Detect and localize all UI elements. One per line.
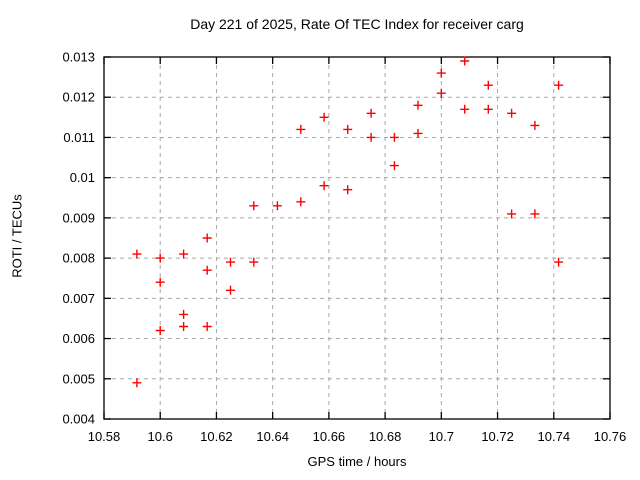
data-point-marker bbox=[155, 277, 165, 287]
data-point-marker bbox=[296, 124, 306, 134]
data-point-marker bbox=[436, 88, 446, 98]
data-point-marker bbox=[272, 201, 282, 211]
axis-ticks bbox=[103, 56, 611, 420]
data-point-marker bbox=[554, 257, 564, 267]
y-tick-label: 0.006 bbox=[62, 331, 95, 346]
data-point-marker bbox=[507, 209, 517, 219]
data-point-marker bbox=[389, 132, 399, 142]
x-tick-label: 10.7 bbox=[429, 429, 454, 444]
data-point-marker bbox=[366, 108, 376, 118]
y-tick-label: 0.004 bbox=[62, 412, 95, 427]
x-tick-label: 10.6 bbox=[148, 429, 173, 444]
data-point-marker bbox=[343, 124, 353, 134]
data-point-marker bbox=[296, 197, 306, 207]
x-tick-label: 10.76 bbox=[594, 429, 627, 444]
x-tick-label: 10.64 bbox=[256, 429, 289, 444]
x-tick-label: 10.74 bbox=[538, 429, 571, 444]
data-point-marker bbox=[319, 112, 329, 122]
x-tick-label: 10.68 bbox=[369, 429, 402, 444]
y-tick-label: 0.013 bbox=[62, 50, 95, 65]
data-point-marker bbox=[460, 56, 470, 66]
data-point-marker bbox=[483, 104, 493, 114]
data-point-marker bbox=[413, 128, 423, 138]
data-point-marker bbox=[554, 80, 564, 90]
data-point-marker bbox=[179, 309, 189, 319]
data-point-marker bbox=[202, 322, 212, 331]
plot-border bbox=[103, 56, 611, 420]
data-point-marker bbox=[155, 326, 165, 335]
data-point-marker bbox=[460, 104, 470, 114]
data-point-marker bbox=[483, 80, 493, 90]
data-point-marker bbox=[343, 185, 353, 195]
x-tick-label: 10.58 bbox=[88, 429, 121, 444]
x-tick-labels: 10.58 10.6 10.62 10.64 10.66 10.68 10.7 10.72 10… bbox=[88, 429, 627, 444]
data-point-marker bbox=[389, 161, 399, 171]
x-tick-label: 10.62 bbox=[200, 429, 233, 444]
data-point-marker bbox=[530, 209, 540, 219]
chart-title: Day 221 of 2025, Rate Of TEC Index for r… bbox=[190, 16, 524, 32]
data-point-marker bbox=[226, 285, 235, 295]
x-tick-label: 10.66 bbox=[313, 429, 346, 444]
data-points bbox=[132, 56, 564, 388]
data-point-marker bbox=[249, 257, 259, 267]
data-point-marker bbox=[179, 249, 189, 259]
data-point-marker bbox=[226, 257, 235, 267]
data-point-marker bbox=[413, 100, 423, 110]
data-point-marker bbox=[155, 253, 165, 263]
data-point-marker bbox=[530, 120, 540, 130]
y-tick-label: 0.009 bbox=[62, 210, 95, 225]
y-tick-label: 0.007 bbox=[62, 291, 95, 306]
y-tick-label: 0.008 bbox=[62, 251, 95, 266]
data-point-marker bbox=[202, 265, 212, 275]
data-point-marker bbox=[202, 233, 212, 243]
data-point-marker bbox=[319, 181, 329, 191]
x-tick-label: 10.72 bbox=[481, 429, 514, 444]
grid-lines bbox=[104, 57, 610, 419]
y-tick-label: 0.01 bbox=[70, 170, 95, 185]
data-point-marker bbox=[132, 249, 142, 259]
y-tick-label: 0.005 bbox=[62, 371, 95, 386]
y-tick-label: 0.012 bbox=[62, 90, 95, 105]
data-point-marker bbox=[436, 68, 446, 78]
data-point-marker bbox=[507, 108, 517, 118]
data-point-marker bbox=[179, 322, 189, 331]
data-point-marker bbox=[366, 132, 376, 142]
y-tick-labels: 0.004 0.005 0.006 0.007 0.008 0.009 0.01 0.011 0… bbox=[62, 50, 95, 427]
data-point-marker bbox=[249, 201, 259, 211]
x-axis-label: GPS time / hours bbox=[307, 454, 407, 469]
data-point-marker bbox=[132, 378, 142, 388]
y-tick-label: 0.011 bbox=[63, 130, 95, 145]
